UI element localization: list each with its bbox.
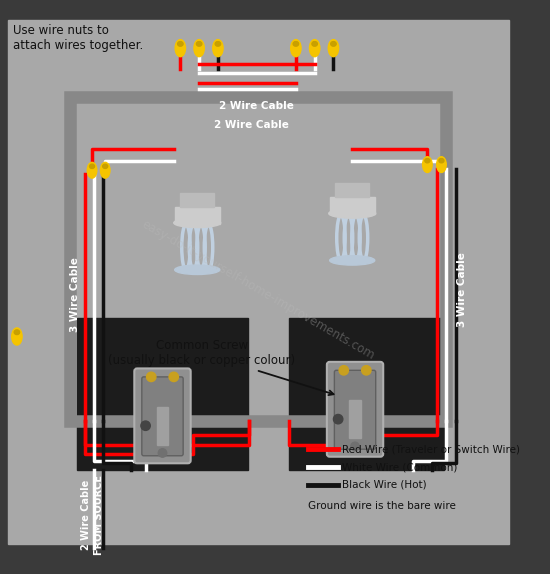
Ellipse shape xyxy=(439,158,444,163)
Ellipse shape xyxy=(422,157,432,173)
Text: Common Screw
(usually black or copper colour): Common Screw (usually black or copper co… xyxy=(108,339,333,395)
Ellipse shape xyxy=(103,164,108,168)
Text: 2 Wire Cable: 2 Wire Cable xyxy=(219,102,294,111)
Bar xyxy=(175,207,220,224)
FancyBboxPatch shape xyxy=(327,362,383,457)
Bar xyxy=(157,407,168,444)
Ellipse shape xyxy=(178,41,183,46)
Ellipse shape xyxy=(90,164,95,168)
Text: Black Wire (Hot): Black Wire (Hot) xyxy=(342,480,426,490)
Bar xyxy=(77,317,248,470)
Ellipse shape xyxy=(175,40,185,57)
Circle shape xyxy=(141,421,150,430)
Ellipse shape xyxy=(87,162,97,178)
Circle shape xyxy=(351,442,359,451)
Bar xyxy=(70,97,446,421)
FancyBboxPatch shape xyxy=(142,377,183,456)
Text: Ground wire is the bare wire: Ground wire is the bare wire xyxy=(308,502,456,511)
Text: Use wire nuts to
attach wires together.: Use wire nuts to attach wires together. xyxy=(13,24,144,52)
Circle shape xyxy=(169,372,178,382)
Bar xyxy=(329,197,375,214)
Bar xyxy=(349,400,361,438)
Ellipse shape xyxy=(213,40,223,57)
Ellipse shape xyxy=(437,157,446,173)
Ellipse shape xyxy=(194,40,204,57)
FancyBboxPatch shape xyxy=(334,370,376,449)
Ellipse shape xyxy=(331,41,336,46)
Ellipse shape xyxy=(196,41,202,46)
FancyBboxPatch shape xyxy=(134,369,191,463)
Ellipse shape xyxy=(101,162,110,178)
Ellipse shape xyxy=(329,209,376,218)
Ellipse shape xyxy=(14,330,20,335)
Bar xyxy=(180,193,214,207)
Circle shape xyxy=(339,366,349,375)
Ellipse shape xyxy=(291,40,301,57)
Circle shape xyxy=(146,372,156,382)
Ellipse shape xyxy=(310,40,320,57)
Ellipse shape xyxy=(328,40,339,57)
Ellipse shape xyxy=(174,218,221,227)
Text: 2 Wire Cable: 2 Wire Cable xyxy=(81,480,91,550)
Ellipse shape xyxy=(175,265,220,274)
Text: 3 Wire Cable: 3 Wire Cable xyxy=(457,252,467,327)
Text: White Wire (Common): White Wire (Common) xyxy=(342,462,457,472)
Bar xyxy=(336,183,369,197)
Ellipse shape xyxy=(329,255,375,265)
Ellipse shape xyxy=(293,41,299,46)
Text: easy-do-it-yourself-home-improvements.com: easy-do-it-yourself-home-improvements.co… xyxy=(140,217,377,362)
Circle shape xyxy=(361,366,371,375)
Bar xyxy=(289,317,444,470)
Ellipse shape xyxy=(215,41,221,46)
Text: 3 Wire Cable: 3 Wire Cable xyxy=(70,257,80,332)
Ellipse shape xyxy=(425,158,430,163)
Ellipse shape xyxy=(12,328,22,345)
Circle shape xyxy=(333,414,343,424)
Ellipse shape xyxy=(312,41,317,46)
Text: FROM SOURCE: FROM SOURCE xyxy=(94,475,103,555)
Circle shape xyxy=(158,449,167,457)
Text: 2 Wire Cable: 2 Wire Cable xyxy=(214,120,289,130)
Text: Red Wire (Traveler or Switch Wire): Red Wire (Traveler or Switch Wire) xyxy=(342,444,520,454)
